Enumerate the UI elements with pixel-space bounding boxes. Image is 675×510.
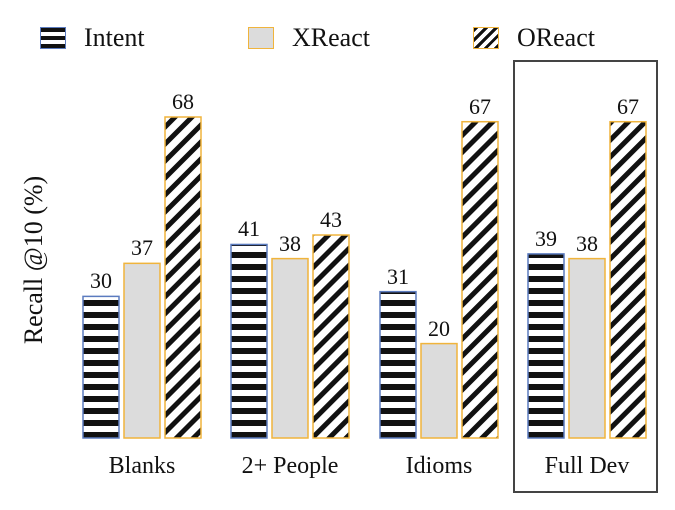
bar-xreact-blanks — [123, 262, 161, 439]
bar-oreact-full-dev — [609, 120, 647, 439]
bar-oreact-idioms — [461, 120, 499, 439]
value-label-oreact-2-people: 43 — [320, 207, 342, 232]
value-label-xreact-blanks: 37 — [131, 235, 153, 261]
legend-label-oreact: OReact — [517, 23, 595, 52]
legend-label-intent: Intent — [84, 23, 145, 52]
category-label-full-dev: Full Dev — [544, 453, 630, 479]
legend-label-xreact: XReact — [292, 23, 370, 52]
category-label-idioms: Idioms — [405, 453, 473, 479]
legend-item-oreact: OReact — [473, 18, 595, 58]
value-label-xreact-idioms: 20 — [428, 315, 450, 341]
bar-xreact-idioms — [420, 342, 458, 439]
bar-oreact-2-people — [312, 234, 350, 439]
bars-group — [82, 116, 647, 439]
value-label-oreact-idioms: 67 — [469, 93, 491, 119]
legend-item-xreact: XReact — [248, 18, 370, 58]
legend-item-intent: Intent — [40, 18, 145, 58]
legend-swatch-xreact — [248, 27, 274, 49]
value-label-intent-full-dev: 39 — [535, 225, 557, 251]
legend: Intent XReact OReact — [0, 18, 675, 58]
legend-swatch-oreact — [473, 27, 499, 49]
bar-intent-idioms — [379, 290, 417, 439]
value-label-intent-2-people: 41 — [238, 216, 260, 242]
bar-oreact-blanks — [164, 116, 202, 439]
category-label-blanks: Blanks — [108, 453, 176, 479]
bar-intent-full-dev — [527, 253, 565, 439]
value-label-oreact-full-dev: 67 — [617, 93, 639, 119]
bar-intent-blanks — [82, 295, 120, 439]
value-label-oreact-blanks: 68 — [172, 89, 194, 114]
bar-xreact-full-dev — [568, 257, 606, 439]
value-label-xreact-full-dev: 38 — [576, 230, 598, 256]
value-label-intent-idioms: 31 — [387, 263, 409, 289]
legend-swatch-intent — [40, 27, 66, 49]
value-label-intent-blanks: 30 — [90, 268, 112, 294]
category-label-2-people: 2+ People — [241, 453, 339, 479]
highlight-box-full-dev — [513, 60, 658, 493]
bar-intent-2-people — [230, 243, 268, 439]
value-label-xreact-2-people: 38 — [279, 230, 301, 256]
bar-xreact-2-people — [271, 257, 309, 439]
